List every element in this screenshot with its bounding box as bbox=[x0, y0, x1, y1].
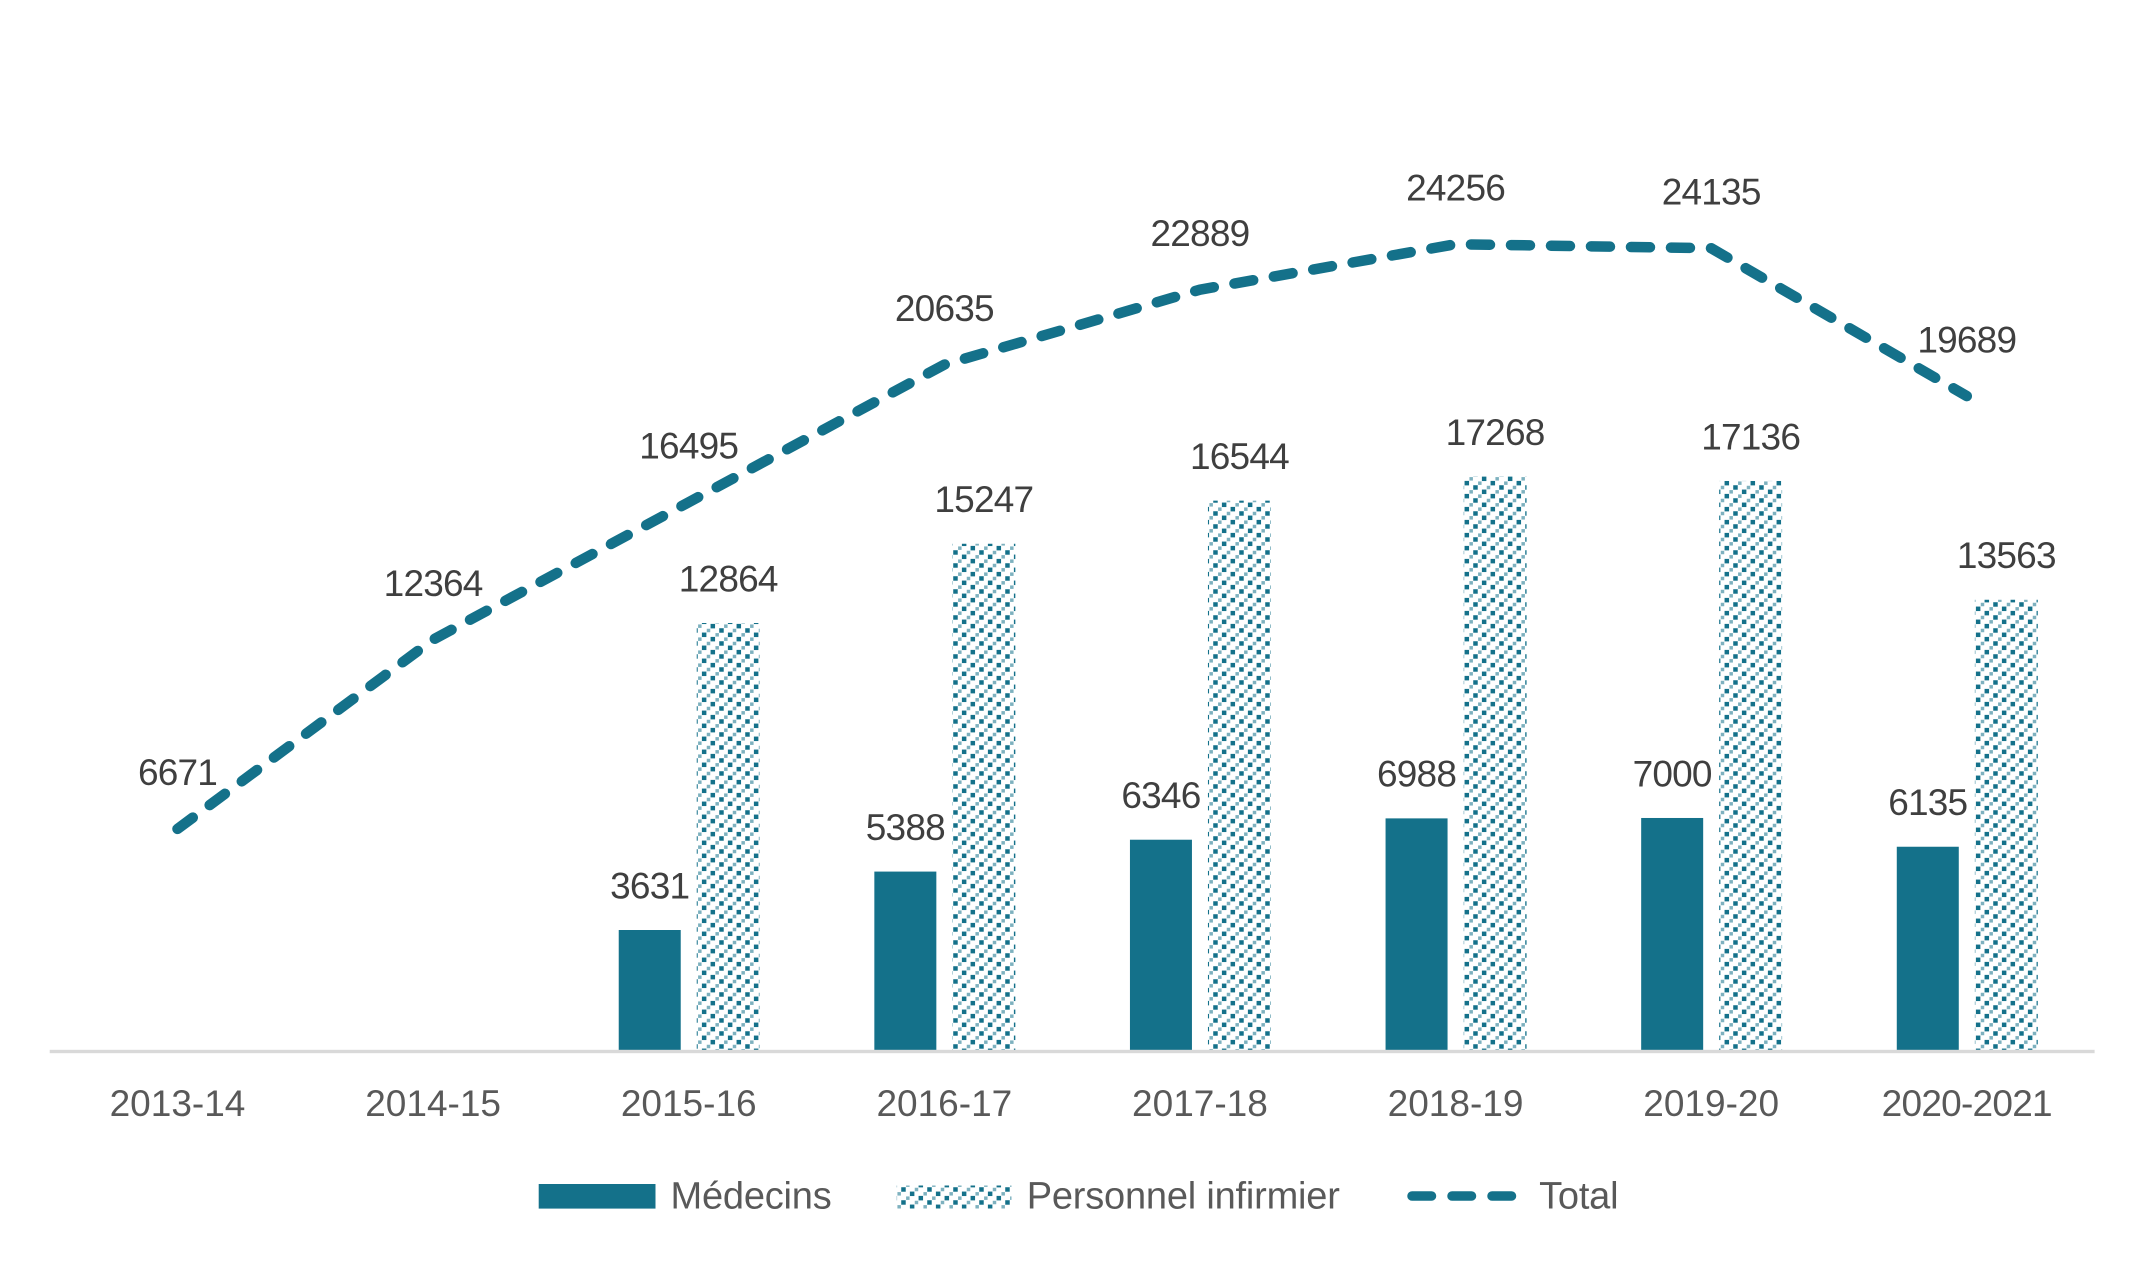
svg-text:2016-17: 2016-17 bbox=[876, 1083, 1012, 1124]
svg-text:2014-15: 2014-15 bbox=[365, 1083, 501, 1124]
svg-text:7000: 7000 bbox=[1633, 753, 1712, 794]
svg-text:2015-16: 2015-16 bbox=[621, 1083, 757, 1124]
svg-text:6988: 6988 bbox=[1377, 754, 1456, 795]
svg-text:3631: 3631 bbox=[610, 865, 689, 906]
svg-text:2013-14: 2013-14 bbox=[110, 1083, 246, 1124]
svg-text:16495: 16495 bbox=[639, 426, 738, 467]
svg-text:20635: 20635 bbox=[895, 288, 994, 329]
svg-text:2017-18: 2017-18 bbox=[1132, 1083, 1268, 1124]
svg-text:24135: 24135 bbox=[1662, 172, 1761, 213]
svg-text:24256: 24256 bbox=[1406, 168, 1505, 209]
svg-text:Total: Total bbox=[1539, 1176, 1618, 1218]
svg-text:22889: 22889 bbox=[1151, 213, 1250, 254]
svg-text:17268: 17268 bbox=[1446, 412, 1545, 453]
svg-text:2019-20: 2019-20 bbox=[1643, 1083, 1779, 1124]
svg-text:Personnel infirmier: Personnel infirmier bbox=[1027, 1176, 1341, 1218]
svg-text:2020-2021: 2020-2021 bbox=[1882, 1083, 2052, 1124]
svg-text:16544: 16544 bbox=[1190, 436, 1289, 477]
svg-text:17136: 17136 bbox=[1701, 416, 1800, 457]
svg-text:13563: 13563 bbox=[1957, 535, 2056, 576]
svg-text:6671: 6671 bbox=[138, 752, 217, 793]
svg-text:6346: 6346 bbox=[1121, 775, 1200, 816]
svg-text:12864: 12864 bbox=[679, 558, 778, 599]
svg-text:5388: 5388 bbox=[866, 807, 945, 848]
svg-text:12364: 12364 bbox=[384, 563, 483, 604]
svg-text:Médecins: Médecins bbox=[671, 1176, 832, 1218]
svg-text:6135: 6135 bbox=[1888, 782, 1967, 823]
svg-text:2018-19: 2018-19 bbox=[1388, 1083, 1524, 1124]
svg-text:15247: 15247 bbox=[934, 479, 1033, 520]
svg-text:19689: 19689 bbox=[1917, 319, 2016, 360]
